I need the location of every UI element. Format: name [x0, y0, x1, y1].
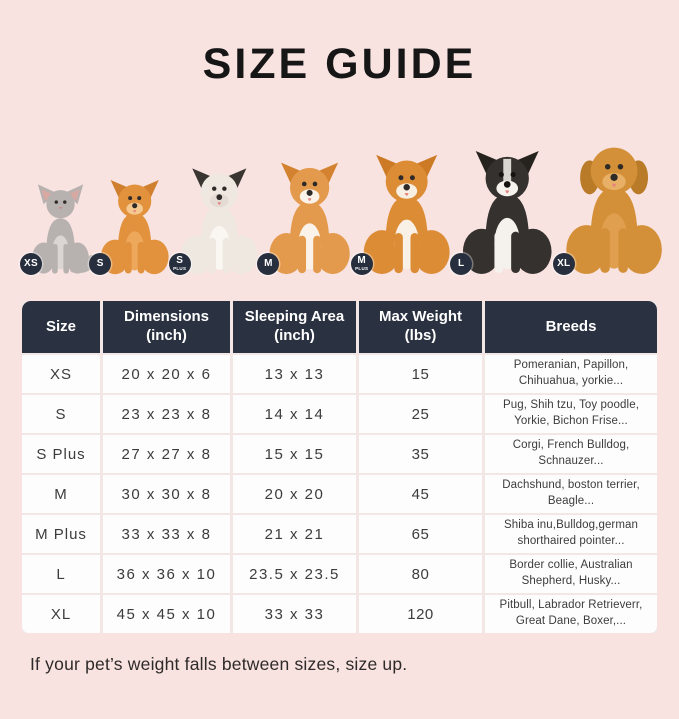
cell-dimensions-xs: 20 x 20 x 6	[103, 355, 230, 393]
size-badge-sublabel: PLUS	[173, 265, 187, 271]
cat-image	[32, 184, 94, 274]
pet-figure-l: L	[450, 147, 556, 275]
cell-dimensions-s: 23 x 23 x 8	[103, 395, 230, 433]
cell-breeds-m-plus: Shiba inu,Bulldog,german shorthaired poi…	[485, 515, 657, 553]
size-guide-table: Size Dimensions (inch) Sleeping Area (in…	[22, 301, 657, 633]
cell-max-weight-xs: 15	[359, 355, 482, 393]
cell-sleeping-area-s-plus: 15 x 15	[233, 435, 356, 473]
cell-max-weight-xl: 120	[359, 595, 482, 633]
size-badge-label: M	[264, 258, 273, 269]
size-badge-label: L	[458, 258, 465, 269]
cell-sleeping-area-s: 14 x 14	[233, 395, 356, 433]
cell-size-m-plus: M Plus	[22, 515, 100, 553]
cell-sleeping-area-l: 23.5 x 23.5	[233, 555, 356, 593]
cell-breeds-m: Dachshund, boston terrier, Beagle...	[485, 475, 657, 513]
corgi-image	[269, 162, 351, 275]
size-badge-m: M	[257, 253, 280, 275]
sizing-note: If your pet’s weight falls between sizes…	[30, 654, 408, 674]
pomeranian-image	[100, 180, 169, 275]
cell-size-xs: XS	[22, 355, 100, 393]
page-title: SIZE GUIDE	[202, 40, 477, 88]
cell-size-l: L	[22, 555, 100, 593]
cell-breeds-s-plus: Corgi, French Bulldog, Schnauzer...	[485, 435, 657, 473]
cell-size-s-plus: S Plus	[22, 435, 100, 473]
cell-breeds-xs: Pomeranian, Papillon, Chihuahua, yorkie.…	[485, 355, 657, 393]
size-badge-sublabel: PLUS	[355, 265, 369, 271]
pet-figure-m: M	[257, 159, 354, 275]
pet-figure-xl: XL	[552, 137, 667, 275]
cell-breeds-s: Pug, Shih tzu, Toy poodle, Yorkie, Bicho…	[485, 395, 657, 433]
pet-figure-xs: XS	[20, 183, 94, 275]
size-badge-m-plus: M PLUS	[350, 253, 373, 275]
table-header-dimensions: Dimensions (inch)	[103, 301, 230, 353]
cell-dimensions-m: 30 x 30 x 8	[103, 475, 230, 513]
pet-figure-m-plus: M PLUS	[350, 151, 454, 275]
size-badge-xs: XS	[20, 253, 42, 275]
cell-dimensions-l: 36 x 36 x 10	[103, 555, 230, 593]
cell-sleeping-area-xs: 13 x 13	[233, 355, 356, 393]
shiba-inu-image	[363, 154, 450, 275]
cell-breeds-l: Border collie, Australian Shepherd, Husk…	[485, 555, 657, 593]
table-header-sleeping-area: Sleeping Area (inch)	[233, 301, 356, 353]
size-badge-xl: XL	[552, 253, 575, 275]
golden-retriever-image	[566, 147, 662, 274]
size-badge-l: L	[450, 253, 473, 275]
size-badge-label: M	[357, 254, 367, 266]
cell-size-xl: XL	[22, 595, 100, 633]
size-badge-label: XS	[24, 258, 38, 269]
cell-breeds-xl: Pitbull, Labrador Retrieverr, Great Dane…	[485, 595, 657, 633]
table-header-size: Size	[22, 301, 100, 353]
cell-dimensions-xl: 45 x 45 x 10	[103, 595, 230, 633]
cell-max-weight-s-plus: 35	[359, 435, 482, 473]
pets-row: XS S	[0, 129, 679, 275]
size-badge-label: S	[176, 254, 184, 266]
size-badge-s-plus: S PLUS	[168, 253, 191, 275]
cell-max-weight-l: 80	[359, 555, 482, 593]
size-badge-s: S	[89, 253, 112, 275]
table-header-max-weight: Max Weight (lbs)	[359, 301, 482, 353]
size-guide-page: { "title": "SIZE GUIDE", "pets": [ {"bad…	[0, 40, 679, 719]
cell-sleeping-area-m-plus: 21 x 21	[233, 515, 356, 553]
cell-max-weight-s: 25	[359, 395, 482, 433]
cell-dimensions-m-plus: 33 x 33 x 8	[103, 515, 230, 553]
cell-max-weight-m: 45	[359, 475, 482, 513]
pet-figure-s-plus: S PLUS	[168, 165, 262, 275]
size-badge-label: XL	[557, 258, 571, 269]
table-header-breeds: Breeds	[485, 301, 657, 353]
border-collie-image	[463, 150, 552, 275]
cell-dimensions-s-plus: 27 x 27 x 8	[103, 435, 230, 473]
cell-sleeping-area-m: 20 x 20	[233, 475, 356, 513]
pet-figure-s: S	[89, 177, 172, 275]
cell-size-s: S	[22, 395, 100, 433]
cell-max-weight-m-plus: 65	[359, 515, 482, 553]
cell-sleeping-area-xl: 33 x 33	[233, 595, 356, 633]
cell-size-m: M	[22, 475, 100, 513]
size-badge-label: S	[96, 258, 104, 269]
